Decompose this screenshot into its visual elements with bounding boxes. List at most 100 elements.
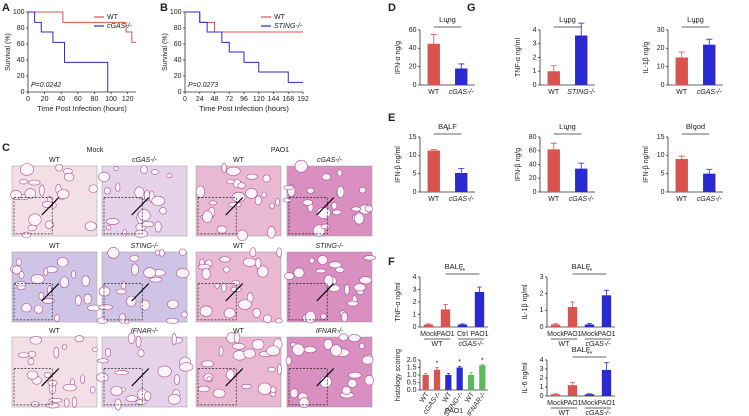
alveolus [338,333,349,341]
panel-letter: B [160,2,168,14]
error-bar [443,304,448,310]
bar [550,394,561,396]
alveolus [104,348,112,357]
alveolus [45,402,60,409]
alveolus [236,229,248,241]
alveolus [218,346,224,357]
alveolus [214,283,220,289]
alveolus [129,255,140,262]
significance: * [458,359,461,366]
alveolus [56,256,69,268]
x-tick-label: 48 [211,96,219,103]
error-bar [430,34,437,44]
alveolus [285,356,292,366]
alveolus [48,398,63,403]
x-tick-label: Mock [547,331,564,338]
alveolus [98,171,110,182]
alveolus [252,308,261,318]
x-tick-label: Mock [420,331,437,338]
legend-label: STING-/- [274,23,303,30]
x-tick-label: 0 [183,96,187,103]
y-tick-label: 20 [529,175,537,182]
alveolus [262,174,271,183]
alveolus [124,319,130,325]
alveolus [263,314,272,324]
significance: ** [587,268,593,275]
alveolus [135,335,142,348]
chart-title: Lung [687,15,704,24]
arrow [41,283,60,302]
alveolus [336,169,343,177]
genotype-label: cGAS-/- [132,157,158,164]
x-tick-label: 144 [268,96,280,103]
alveolus [110,385,123,396]
group-label: WT [559,410,571,416]
alveolus [55,163,64,172]
arrow [316,197,335,216]
error-bar [706,168,713,174]
chart-title: Lung [439,15,456,24]
y-tick-label: 4 [533,27,537,34]
survival-line [28,11,136,43]
alveolus [18,271,25,279]
genotype-label: WT [233,243,245,250]
bar [601,369,612,396]
significance: * [566,128,569,135]
alveolus [12,265,22,275]
bar [575,35,588,85]
alveolus [127,332,136,345]
genotype-label: cGAS-/- [317,157,343,164]
y-tick-label: 40 [409,45,417,52]
alveolus [223,266,231,273]
chart-title: BALF [572,345,591,354]
genotype-label: WT [49,157,61,164]
alveolus [150,169,160,175]
alveolus [226,179,235,185]
significance: * [481,357,484,364]
inset-frame [13,283,53,321]
alveolus [257,382,272,395]
error-bar [578,22,585,36]
y-tick-label: 40 [17,57,25,64]
inset-frame [13,368,53,406]
arrow [316,283,335,302]
y-axis-label: IL-6 ng/ml [522,362,529,394]
alveolus [105,218,120,225]
alveolus [28,179,41,186]
y-tick-label: 0 [533,189,537,196]
alveolus [88,184,98,194]
error-bar [435,367,439,370]
bar [584,324,595,327]
alveolus [98,286,111,297]
y-axis-label: IL-1β ng/g [643,42,650,74]
x-tick-label: 120 [122,96,134,103]
x-tick-label: Mock [547,400,564,407]
genotype-label: STING-/- [316,243,345,250]
alveolus [139,299,151,311]
alveolus [30,401,40,408]
arrow [41,197,60,216]
error-bar [426,323,431,325]
y-tick-label: 3 [413,286,417,293]
alveolus [241,383,252,390]
alveolus [43,267,49,276]
bar [423,324,434,327]
y-axis-label: IFN-β ng/ml [395,146,402,183]
x-tick-label: Ctrl [457,331,468,338]
alveolus [269,202,275,209]
bar [550,324,561,327]
y-tick-label: 5 [661,171,665,178]
x-tick-label: WT [548,196,560,203]
bar [703,173,716,192]
y-tick-label: 60 [174,41,182,48]
alveolus [166,317,179,325]
error-bar [578,162,585,169]
alveolus [275,198,281,206]
alveolus [115,182,121,192]
error-bar [460,323,465,325]
p-value: P=0.0273 [188,82,218,89]
alveolus [15,258,22,266]
inset-frame [197,283,237,321]
alveolus [27,357,35,366]
